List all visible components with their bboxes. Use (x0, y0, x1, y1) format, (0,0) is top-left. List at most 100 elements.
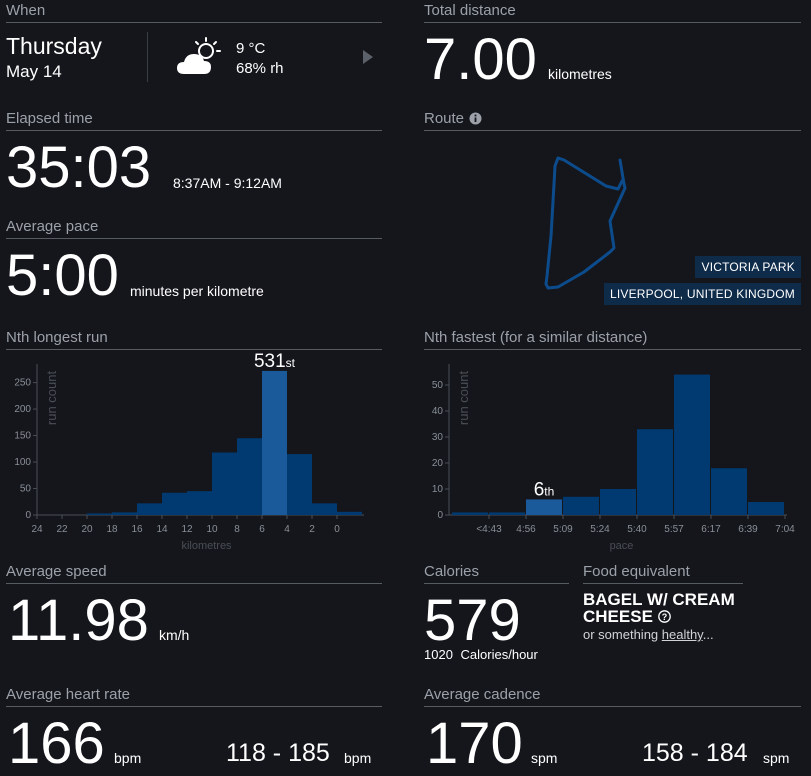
y-tick-label: 50 (432, 380, 444, 391)
x-tick-label: 14 (156, 524, 168, 535)
y-tick-label: 30 (432, 432, 444, 443)
rank-number: 531 (254, 351, 286, 372)
distance-value: 7.00 (424, 27, 537, 92)
heart-range: 118 - 185 (226, 739, 330, 767)
divider (147, 32, 148, 82)
chart-bar[interactable] (337, 511, 362, 515)
chart-bar[interactable] (262, 370, 287, 515)
fastest-run-chart: 0 10 20 30 40 50 run count <4:43 4:56 5:09 5:24 5:4… (432, 364, 795, 552)
elapsed-range: 8:37AM - 9:12AM (173, 175, 282, 191)
chart-bar[interactable] (112, 512, 137, 515)
when-section: When Thursday May 14 9 °C 68% rh (6, 0, 382, 100)
chart-bar[interactable] (187, 491, 212, 515)
fastest-section: Nth fastest (for a similar distance) 0 10… (424, 327, 801, 557)
chart-bar[interactable] (452, 512, 488, 515)
chart-bar[interactable] (87, 513, 112, 515)
chart-bar[interactable] (711, 468, 747, 515)
speed-section: Average speed 11.98 km/h (6, 561, 382, 671)
info-icon[interactable] (469, 112, 482, 125)
day-name: Thursday (6, 33, 102, 59)
longest-section: Nth longest run 0 50 100 150 200 250 run count… (6, 327, 382, 557)
x-tick-label: 5:57 (664, 524, 684, 535)
y-axis-label: run count (44, 371, 59, 426)
cadence-range: 158 - 184 (642, 739, 748, 767)
route-path (544, 156, 627, 290)
x-tick-label: 0 (334, 524, 340, 535)
heart-range-unit: bpm (344, 750, 372, 766)
x-tick-label: 4 (284, 524, 290, 535)
healthy-link[interactable]: healthy (661, 627, 703, 642)
chart-bar[interactable] (212, 452, 237, 515)
speed-title: Average speed (6, 561, 382, 584)
chart-bar[interactable] (748, 502, 784, 515)
distance-unit: kilometres (548, 66, 612, 82)
help-circle-icon[interactable]: ? (657, 610, 671, 623)
calories-rate: 1020 Calories/hour (424, 647, 538, 662)
chart-bar[interactable] (526, 499, 562, 515)
rank-number: 6 (534, 479, 545, 500)
rank-suffix: th (544, 484, 554, 498)
y-tick-label: 10 (432, 484, 444, 495)
chart-bar[interactable] (287, 454, 312, 515)
rank-annotation: 6th (534, 479, 555, 500)
x-tick-label: 6:17 (701, 524, 721, 535)
calories-value: 579 (424, 588, 521, 653)
heart-title: Average heart rate (6, 684, 382, 707)
when-title: When (6, 0, 382, 23)
x-tick-label: 18 (106, 524, 118, 535)
date: May 14 (6, 62, 62, 81)
cadence-unit: spm (531, 750, 558, 766)
food-alt-prefix: or something (583, 627, 662, 642)
chart-bar[interactable] (489, 512, 525, 515)
fastest-title: Nth fastest (for a similar distance) (424, 327, 801, 350)
food-title: Food equivalent (583, 561, 743, 584)
food-alt-suffix: ... (702, 627, 714, 642)
y-tick-label: 100 (14, 457, 31, 468)
chart-bar[interactable] (563, 496, 599, 515)
chart-bar[interactable] (674, 374, 710, 515)
distance-title: Total distance (424, 0, 801, 23)
heart-section: Average heart rate 166 bpm 118 - 185 bpm (6, 684, 382, 774)
location-label: LIVERPOOL, UNITED KINGDOM (603, 283, 801, 305)
cadence-value: 170 (426, 711, 523, 776)
pace-value: 5:00 (6, 243, 119, 308)
x-tick-label: 10 (206, 524, 218, 535)
y-tick-label: 150 (14, 431, 31, 442)
temperature: 9 °C (236, 40, 266, 57)
calories-rate-value: 1020 (424, 647, 453, 662)
route-title-text: Route (424, 110, 465, 127)
x-tick-label: 22 (56, 524, 68, 535)
chart-bar[interactable] (237, 438, 262, 515)
park-label: VICTORIA PARK (695, 256, 801, 278)
chart-bar[interactable] (137, 503, 162, 515)
pace-section: Average pace 5:00 minutes per kilometre (6, 216, 382, 316)
rank-suffix: st (286, 356, 296, 370)
y-tick-label: 40 (432, 406, 444, 417)
x-tick-label: 5:09 (553, 524, 573, 535)
pace-title: Average pace (6, 216, 382, 239)
play-arrow-icon[interactable] (362, 49, 374, 65)
calories-rate-unit: Calories/hour (460, 647, 538, 662)
chart-bar[interactable] (162, 492, 187, 515)
y-tick-label: 0 (25, 510, 31, 521)
food-alternative: or something healthy... (583, 627, 714, 642)
x-tick-label: 7:04 (775, 524, 795, 535)
chart-bar[interactable] (312, 503, 337, 515)
route-map[interactable] (424, 136, 801, 306)
y-tick-label: 0 (437, 510, 443, 521)
food-name: BAGEL W/ CREAM CHEESE ? (583, 591, 753, 625)
chart-bar[interactable] (600, 489, 636, 515)
y-tick-label: 250 (14, 378, 31, 389)
x-axis-label: pace (610, 540, 634, 552)
x-tick-label: <4:43 (476, 524, 502, 535)
x-tick-label: 16 (131, 524, 143, 535)
chart-bar[interactable] (637, 429, 673, 515)
x-tick-label: 6 (259, 524, 265, 535)
x-axis-label: kilometres (181, 540, 232, 552)
longest-title: Nth longest run (6, 327, 382, 350)
partly-cloudy-icon (177, 37, 221, 74)
y-tick-label: 200 (14, 404, 31, 415)
cadence-range-unit: spm (763, 750, 790, 766)
speed-unit: km/h (159, 627, 190, 643)
